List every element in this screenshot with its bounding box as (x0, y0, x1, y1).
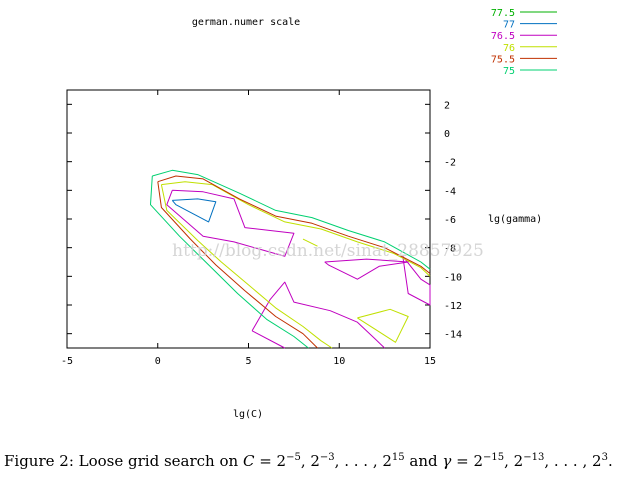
caption-mid2: , . . . , 2 (334, 452, 392, 470)
y-axis-label: lg(gamma) (488, 214, 542, 225)
caption-exp4: −15 (483, 452, 505, 463)
caption-exp2: −3 (319, 452, 335, 463)
legend-label: 77.5 (491, 8, 515, 19)
legend-label: 76 (503, 43, 515, 54)
contour-line (302, 238, 318, 247)
caption-end: . (607, 452, 613, 470)
caption-mid1: , 2 (300, 452, 320, 470)
contour-line (166, 189, 295, 257)
watermark: http://blog.csdn.net/sinat_28857925 (172, 241, 484, 261)
caption-eq2: = 2 (451, 452, 484, 470)
contour-line (150, 175, 309, 349)
x-tick-label: 0 (155, 356, 161, 367)
y-tick-label: 0 (444, 129, 450, 140)
caption-exp5: −13 (523, 452, 545, 463)
x-tick-label: 5 (245, 356, 251, 367)
contour-series-76-5 (166, 189, 431, 349)
contour-series-75-5 (157, 175, 431, 349)
legend-label: 77 (503, 20, 515, 31)
caption-eq1: = 2 (254, 452, 287, 470)
contour-line (357, 308, 409, 343)
y-tick-label: -12 (444, 301, 462, 312)
y-tick-label: -8 (444, 244, 456, 255)
legend-label: 75.5 (491, 54, 515, 65)
contour-line (171, 198, 217, 223)
x-tick-label: -5 (61, 356, 73, 367)
caption-mid3: , 2 (504, 452, 524, 470)
contour-series-76 (160, 181, 431, 349)
contour-series-75 (150, 169, 431, 349)
contour-line (161, 181, 431, 277)
plot-frame (66, 89, 431, 349)
contour-line (157, 181, 318, 349)
y-tick-label: -2 (444, 158, 456, 169)
contour-series-77 (171, 198, 217, 223)
contour-line (157, 175, 431, 274)
caption-exp6: 3 (601, 452, 608, 463)
chart-title: german.numer scale (192, 17, 300, 28)
caption-gamma-variable: γ (442, 452, 452, 470)
y-tick-label: -4 (444, 186, 456, 197)
legend-label: 75 (503, 66, 515, 77)
y-tick-label: -10 (444, 272, 462, 283)
legend-label: 76.5 (491, 31, 515, 42)
caption-exp3: 15 (391, 452, 405, 463)
contour-line (251, 281, 385, 349)
contour-line (402, 255, 431, 306)
x-tick-label: 10 (333, 356, 345, 367)
caption-and: and (404, 452, 443, 470)
caption-prefix: Figure 2: Loose grid search on (4, 452, 243, 470)
caption-exp1: −5 (286, 452, 301, 463)
contour-lines (150, 169, 431, 349)
contour-line (324, 258, 409, 280)
y-tick-label: 2 (444, 100, 450, 111)
contour-line (251, 330, 286, 349)
contour-line (160, 184, 333, 349)
caption-c-variable: C (242, 452, 255, 470)
x-tick-label: 15 (424, 356, 436, 367)
figure-caption: Figure 2: Loose grid search on C = 2−5, … (4, 452, 634, 470)
contour-line (152, 169, 431, 270)
y-tick-label: -6 (444, 215, 456, 226)
caption-mid4: , . . . , 2 (544, 452, 602, 470)
y-tick-label: -14 (444, 330, 462, 341)
x-axis-label: lg(C) (233, 409, 263, 420)
